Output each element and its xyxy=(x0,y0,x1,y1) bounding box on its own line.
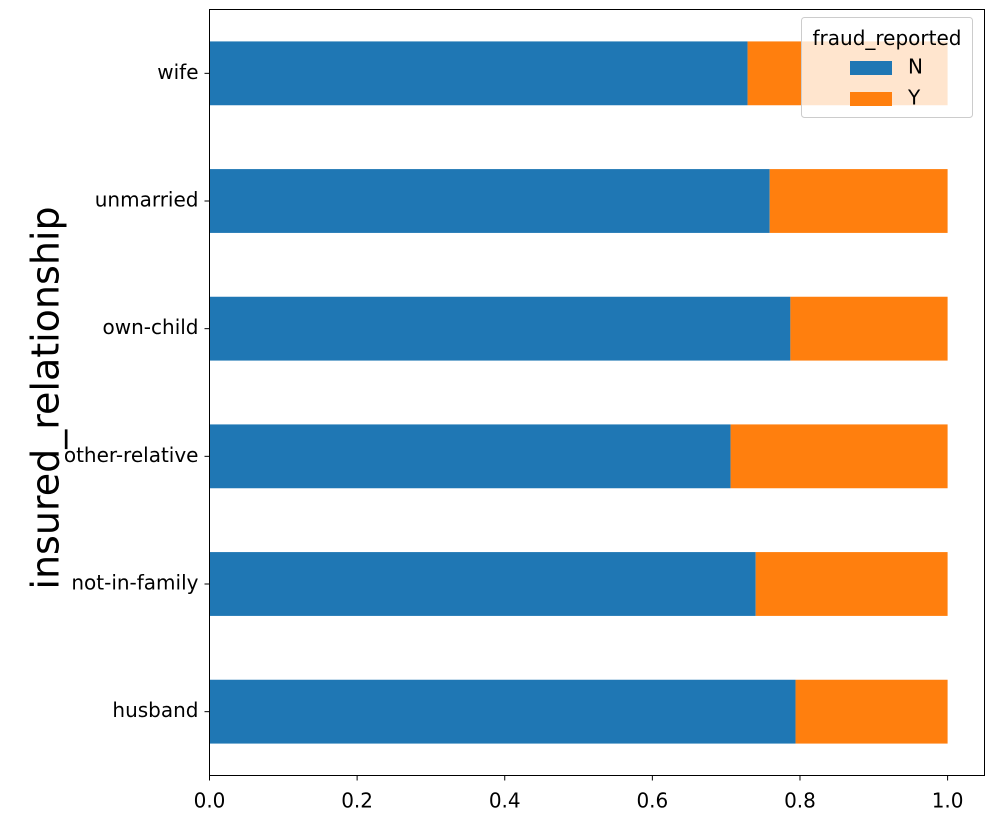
bar-other-relative-Y xyxy=(730,424,948,489)
bar-unmarried-Y xyxy=(769,169,948,233)
y-tick-label: not-in-family xyxy=(71,571,198,595)
bar-husband-N xyxy=(209,679,796,744)
legend-label-N: N xyxy=(908,55,923,79)
y-tick-label: own-child xyxy=(103,315,199,339)
y-axis-ticks: husband not-in-family other-relative own-ch… xyxy=(64,60,210,722)
bar-other-relative-N xyxy=(209,424,731,489)
legend: fraud_reported NY xyxy=(801,17,973,118)
bar-not-in-family-Y xyxy=(755,552,948,616)
bar-unmarried-N xyxy=(209,169,770,233)
bar-not-in-family-N xyxy=(209,552,756,616)
x-tick-label: 0.6 xyxy=(636,789,668,813)
y-tick-label: wife xyxy=(157,60,198,84)
legend-label-Y: Y xyxy=(907,86,921,110)
x-axis-ticks: 0.0 0.2 0.4 0.6 0.8 1.0 xyxy=(194,775,964,813)
y-tick-label: other-relative xyxy=(64,443,199,467)
y-tick-label: unmarried xyxy=(95,188,199,212)
x-tick-label: 1.0 xyxy=(932,789,964,813)
bar-own-child-Y xyxy=(790,296,948,361)
x-tick-label: 0.4 xyxy=(489,789,521,813)
plot-area-frame xyxy=(209,9,985,776)
y-tick-label: husband xyxy=(112,698,198,722)
bars-layer xyxy=(209,41,948,744)
legend-title: fraud_reported xyxy=(813,26,962,50)
legend-swatch-Y xyxy=(850,92,892,106)
x-tick-label: 0.8 xyxy=(784,789,816,813)
bar-wife-N xyxy=(209,41,748,106)
x-tick-label: 0.0 xyxy=(194,789,226,813)
legend-items: NY xyxy=(850,55,923,110)
y-axis-label: insured_relationship xyxy=(24,206,68,589)
bar-husband-Y xyxy=(795,679,948,744)
bar-own-child-N xyxy=(209,296,791,361)
legend-swatch-N xyxy=(850,61,892,75)
x-tick-label: 0.2 xyxy=(341,789,373,813)
